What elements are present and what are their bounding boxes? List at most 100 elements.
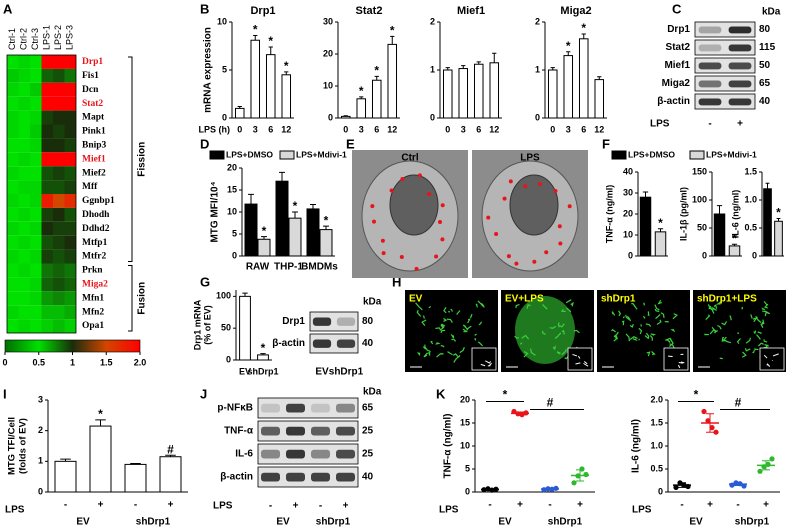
y-tick-label: 0: [226, 354, 231, 364]
x-tick-label: 6: [374, 124, 379, 134]
mito: [451, 338, 457, 342]
mito: [757, 331, 762, 334]
heatmap-cell: [53, 96, 65, 111]
heatmap-cell: [30, 96, 42, 111]
inset: [759, 347, 785, 371]
bar: [54, 460, 77, 493]
error-bar: [476, 61, 481, 65]
group-title: LPS: [632, 505, 652, 516]
mito: [707, 304, 714, 312]
heatmap-cell: [18, 55, 30, 69]
heatmap-cell: [64, 82, 76, 97]
mito: [757, 342, 764, 347]
heatmap-cell: [41, 319, 53, 333]
heatmap-cell: [53, 291, 65, 306]
significance: #: [547, 396, 554, 410]
blot-band: [311, 449, 330, 459]
group-title: LPS: [5, 505, 25, 516]
column-label: LPS-1: [42, 25, 52, 50]
error-bar: [237, 105, 242, 109]
blot-band: [728, 44, 752, 52]
mito: [559, 323, 565, 328]
error-bar: [731, 243, 738, 246]
heatmap-cell: [18, 291, 30, 306]
heatmap-cell: [18, 166, 30, 181]
y-tick-label: 0.5: [650, 463, 663, 473]
heatmap-cell: [30, 207, 42, 222]
significance: *: [324, 213, 329, 227]
y-tick-label: 20: [323, 48, 333, 58]
em-marker: [381, 251, 386, 256]
heatmap-cell: [41, 55, 53, 69]
lane-label: -: [708, 119, 711, 130]
heatmap-cell: [7, 138, 19, 153]
sd-bar: [516, 411, 524, 416]
significance: #: [167, 442, 174, 456]
significance: *: [98, 407, 103, 421]
sd-bar: [762, 460, 770, 471]
y-tick-label: 10: [227, 206, 237, 216]
y-tick-label: 1.0: [650, 440, 663, 450]
mito: [435, 327, 442, 331]
mito: [459, 347, 465, 354]
mito: [638, 327, 643, 335]
heatmap-cell: [41, 207, 53, 222]
heatmap-cell: [18, 263, 30, 278]
row-label: Mief1: [82, 154, 106, 164]
mito: [618, 310, 622, 317]
heatmap-cell: [53, 249, 65, 264]
em-marker: [523, 184, 528, 189]
em-marker: [557, 224, 562, 229]
mito: [629, 323, 634, 328]
mito: [613, 337, 619, 342]
heatmap-cell: [7, 249, 19, 264]
row-label: Mff: [82, 182, 98, 192]
inset-mito: [480, 363, 486, 367]
mito: [649, 335, 653, 341]
x-tick-label: 0: [237, 124, 242, 134]
heatmap-cell: [7, 110, 19, 125]
mito: [654, 308, 660, 313]
panel-letter: B: [200, 1, 209, 16]
bar: [563, 55, 574, 119]
heatmap-cell: [64, 277, 76, 292]
mito: [561, 349, 567, 356]
bar: [288, 217, 302, 257]
y-tick-label: 10: [217, 16, 227, 26]
x-tick-label: -: [134, 500, 137, 511]
image-label: shDrp1+LPS: [697, 294, 757, 305]
heatmap-cell: [18, 152, 30, 167]
row-label: Mtfp1: [82, 238, 108, 248]
heatmap-cell: [53, 138, 65, 153]
lane-label: EV: [315, 367, 329, 378]
panel-letter: G: [200, 274, 210, 289]
significance: *: [566, 39, 571, 53]
x-tick-label: 12: [594, 124, 604, 134]
mito: [656, 319, 662, 325]
data-point: [709, 425, 715, 431]
mito: [573, 329, 580, 334]
x-tick-label: -: [680, 500, 683, 511]
bar: [728, 245, 741, 257]
heatmap-cell: [7, 68, 19, 83]
heatmap-cell: [7, 207, 19, 222]
heatmap-cell: [64, 291, 76, 306]
subplot-title: Drp1: [250, 5, 275, 17]
sd-bar: [546, 488, 554, 490]
mito: [554, 332, 562, 339]
y-tick-label: 0: [232, 250, 237, 260]
mito: [670, 329, 676, 333]
kda-label: kDa: [762, 7, 781, 18]
blot-band: [312, 339, 332, 348]
mito: [750, 314, 753, 319]
y-tick-label: 100: [692, 194, 707, 204]
row-label: Dcn: [82, 85, 99, 95]
em-marker: [370, 204, 375, 209]
y-tick-label: 0: [658, 486, 663, 496]
y-tick-label: 1.5: [744, 166, 757, 176]
mito: [657, 299, 662, 305]
heatmap-cell: [53, 263, 65, 278]
heatmap-cell: [53, 194, 65, 208]
bar: [265, 54, 276, 119]
heatmap-cell: [53, 207, 65, 222]
